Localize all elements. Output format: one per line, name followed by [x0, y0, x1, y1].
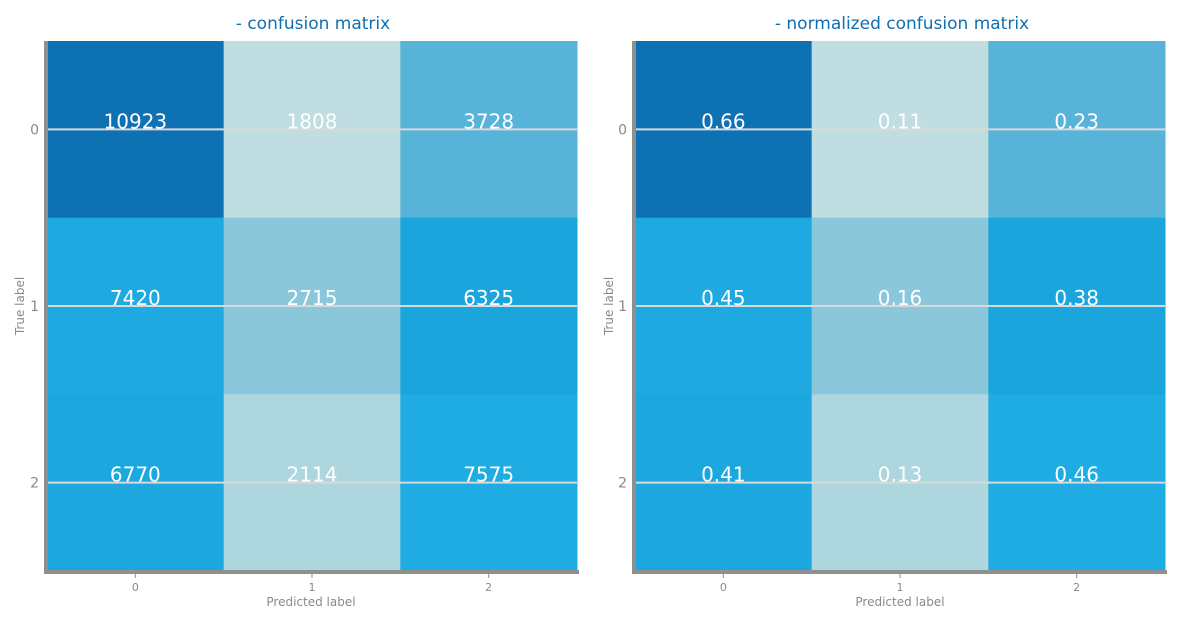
y-tick-label-2: 2 [618, 476, 627, 492]
y-axis-label: True label [13, 277, 27, 336]
x-axis-label: Predicted label [855, 595, 944, 609]
cell-label-r1-c0: 7420 [110, 286, 161, 310]
chart-title: - confusion matrix [236, 14, 390, 34]
cell-label-r0-c2: 0.23 [1054, 109, 1099, 133]
y-tick-label-1: 1 [618, 299, 627, 315]
x-tick-label-0: 0 [720, 581, 727, 594]
cell-label-r0-c0: 0.66 [701, 109, 746, 133]
y-tick-label-0: 0 [618, 122, 627, 138]
y-tick-label-1: 1 [30, 299, 39, 315]
x-tick-labels: 0 1 2 [132, 574, 492, 594]
cell-labels: 10923 1808 3728 7420 2715 6325 6770 2114 7575 [104, 109, 515, 486]
gridlines [635, 128, 1165, 484]
y-tick-labels: 0 1 2 [30, 122, 39, 491]
cell-label-r2-c0: 0.41 [701, 463, 746, 487]
cell-label-r2-c2: 0.46 [1054, 463, 1099, 487]
x-tick-label-0: 0 [132, 581, 139, 594]
cell-label-r0-c0: 10923 [104, 109, 168, 133]
cell-label-r2-c1: 2114 [287, 463, 338, 487]
y-tick-labels: 0 1 2 [618, 122, 627, 491]
gridlines [47, 128, 577, 484]
normalized-confusion-matrix-chart: - normalized confusion matrix 0.66 0.11 0.… [602, 14, 1167, 609]
cell-label-r0-c1: 1808 [287, 109, 338, 133]
y-tick-label-2: 2 [30, 476, 39, 492]
x-tick-label-1: 1 [897, 581, 904, 594]
cell-label-r1-c2: 0.38 [1054, 286, 1099, 310]
cell-label-r0-c1: 0.11 [878, 109, 923, 133]
y-tick-label-0: 0 [30, 122, 39, 138]
cell-label-r2-c1: 0.13 [878, 463, 923, 487]
x-axis-label: Predicted label [266, 595, 355, 609]
cell-label-r2-c0: 6770 [110, 463, 161, 487]
cell-label-r2-c2: 7575 [463, 463, 514, 487]
x-tick-labels: 0 1 2 [720, 574, 1080, 594]
cell-label-r1-c1: 2715 [287, 286, 338, 310]
x-tick-label-2: 2 [485, 581, 492, 594]
cell-label-r0-c2: 3728 [463, 109, 514, 133]
chart-title: - normalized confusion matrix [775, 14, 1029, 34]
cell-labels: 0.66 0.11 0.23 0.45 0.16 0.38 0.41 0.13 0.46 [701, 109, 1099, 486]
y-axis-label: True label [602, 277, 616, 336]
cell-label-r1-c1: 0.16 [878, 286, 923, 310]
confusion-matrix-chart: - confusion matrix 10923 1808 3728 7420 2715… [13, 14, 579, 609]
axes [632, 41, 1167, 574]
cell-label-r1-c2: 6325 [463, 286, 514, 310]
cell-label-r1-c0: 0.45 [701, 286, 746, 310]
axes [44, 41, 579, 574]
x-tick-label-1: 1 [309, 581, 316, 594]
x-tick-label-2: 2 [1073, 581, 1080, 594]
